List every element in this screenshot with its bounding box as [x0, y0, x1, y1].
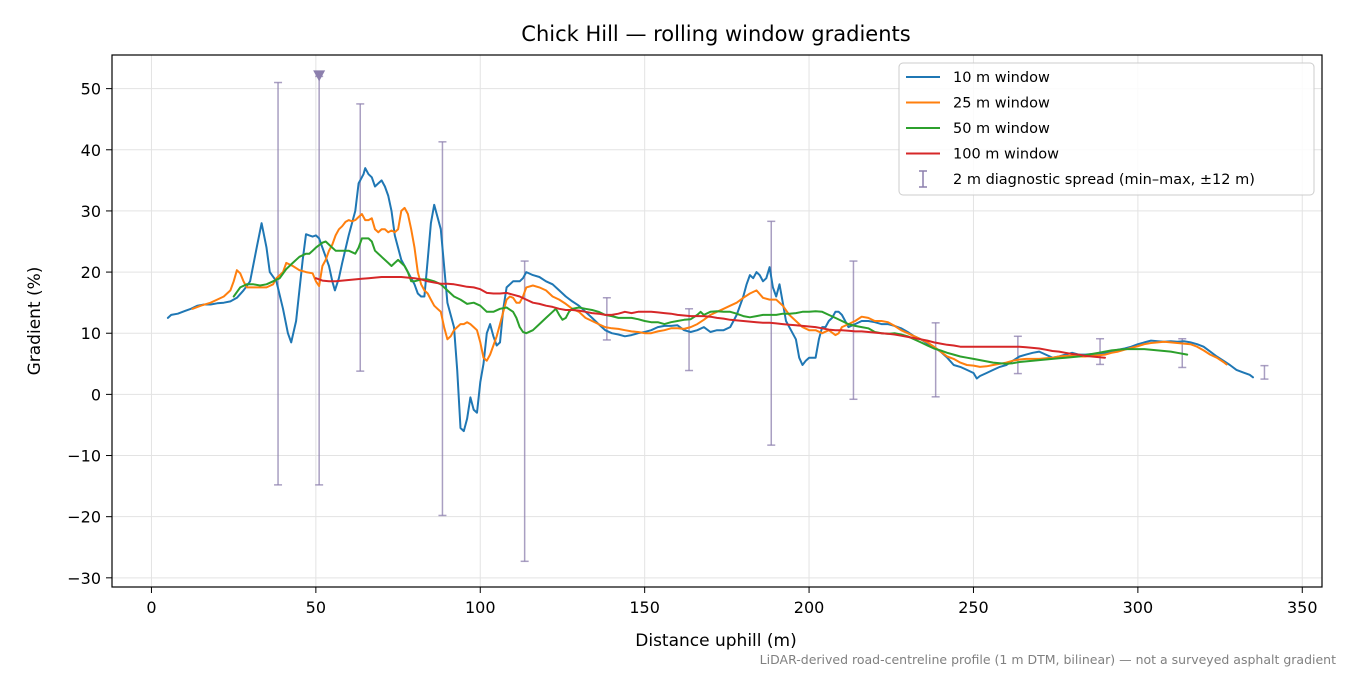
series-line-4 — [314, 276, 1106, 359]
y-tick-label: 20 — [81, 263, 101, 282]
legend-item: 100 m window — [906, 147, 1059, 163]
x-tick-label: 50 — [306, 598, 326, 617]
diagnostic-spread-bar — [767, 220, 776, 446]
diagnostic-spread-bar — [520, 260, 529, 563]
legend-label: 25 m window — [953, 96, 1050, 112]
series-line-3 — [232, 237, 1189, 365]
x-tick-label: 300 — [1123, 598, 1154, 617]
legend: 10 m window 25 m window 50 m window 100 m w… — [898, 62, 1315, 196]
diagnostic-spread-bars — [274, 70, 1269, 563]
footnote: LiDAR-derived road-centreline profile (1… — [760, 652, 1336, 667]
y-axis-title: Gradient (%) — [25, 267, 45, 376]
x-tick-label: 100 — [465, 598, 496, 617]
series-line-1 — [166, 167, 1254, 433]
legend-label: 50 m window — [953, 121, 1050, 137]
legend-item: 50 m window — [906, 121, 1050, 137]
diagnostic-spread-bar — [602, 297, 611, 341]
series-line-2 — [191, 206, 1228, 368]
x-tick-label: 200 — [794, 598, 825, 617]
y-tick-label: 30 — [81, 202, 101, 221]
chart-title: Chick Hill — rolling window gradients — [521, 22, 910, 46]
diagnostic-spread-bar — [931, 322, 940, 398]
legend-label: 100 m window — [953, 147, 1059, 163]
y-tick-label: 10 — [81, 324, 101, 343]
y-tick-label: 0 — [91, 385, 101, 404]
legend-box — [898, 62, 1315, 196]
legend-label: 2 m diagnostic spread (min–max, ±12 m) — [953, 172, 1255, 188]
legend-item: 10 m window — [906, 70, 1050, 86]
diagnostic-spread-bar — [274, 81, 283, 486]
y-tick-label: 40 — [81, 141, 101, 160]
x-tick-label: 0 — [146, 598, 156, 617]
diagnostic-spread-bar — [438, 141, 447, 517]
x-axis-title: Distance uphill (m) — [635, 631, 796, 651]
axis-ticks: 0 50 100 150 200 250 300 350 −30 −20 −10 0 10 20 30 40 5… — [67, 80, 1317, 617]
y-tick-label: −10 — [67, 447, 101, 466]
diagnostic-spread-bar — [356, 103, 365, 372]
diagnostic-spread-bar — [849, 260, 858, 401]
legend-item: 25 m window — [906, 96, 1050, 112]
x-tick-label: 350 — [1287, 598, 1318, 617]
series-lines — [166, 167, 1254, 433]
legend-item: 2 m diagnostic spread (min–max, ±12 m) — [919, 170, 1255, 188]
plot-frame — [111, 54, 1323, 588]
y-tick-label: −30 — [67, 569, 101, 588]
y-tick-label: 50 — [81, 80, 101, 99]
clipped-max-marker — [313, 70, 326, 82]
x-tick-label: 250 — [958, 598, 989, 617]
diagnostic-spread-bar — [1260, 364, 1269, 380]
diagnostic-spread-bar — [1013, 335, 1022, 375]
y-tick-label: −20 — [67, 508, 101, 527]
x-tick-label: 150 — [629, 598, 660, 617]
legend-label: 10 m window — [953, 70, 1050, 86]
